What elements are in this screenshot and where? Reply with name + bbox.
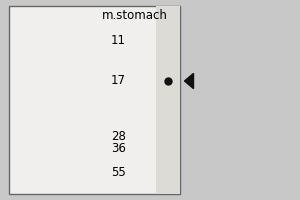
Text: 17: 17 [111, 74, 126, 88]
Text: m.stomach: m.stomach [102, 9, 168, 22]
Text: 11: 11 [111, 33, 126, 46]
Text: 36: 36 [111, 142, 126, 156]
Text: 28: 28 [111, 130, 126, 142]
Text: 55: 55 [111, 166, 126, 178]
Polygon shape [184, 73, 194, 89]
